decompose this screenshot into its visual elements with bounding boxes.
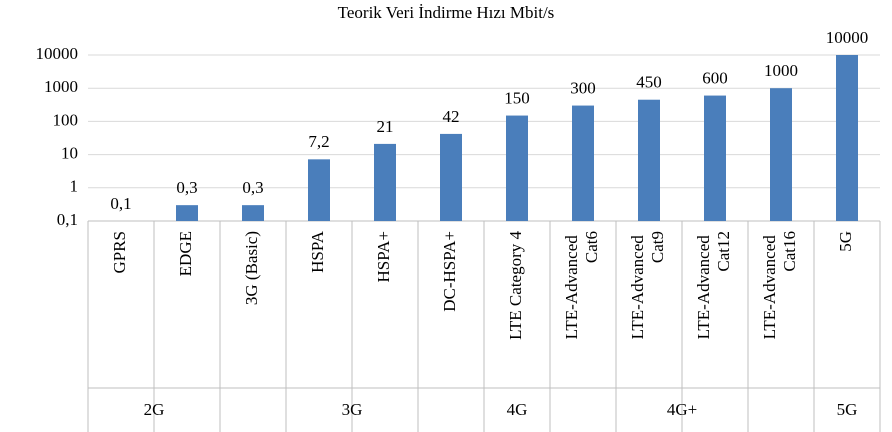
x-tick-label: HSPA+: [374, 231, 393, 283]
y-tick-label: 1: [70, 177, 79, 196]
x-tick-label: LTE-Advanced Cat16: [760, 231, 799, 339]
data-label: 42: [443, 107, 460, 126]
group-label: 2G: [144, 400, 165, 419]
y-tick-label: 10000: [36, 44, 79, 63]
data-label: 1000: [764, 61, 798, 80]
x-tick-label: EDGE: [176, 231, 195, 276]
bar: [572, 105, 594, 221]
y-tick-label: 10: [61, 144, 78, 163]
data-label: 7,2: [308, 132, 329, 151]
x-tick-label: LTE Category 4: [506, 231, 525, 340]
bar: [836, 55, 858, 221]
x-tick-label-line: LTE-Advanced: [628, 231, 647, 339]
data-label: 300: [570, 78, 596, 97]
bar: [638, 99, 660, 221]
y-tick-label: 1000: [44, 77, 78, 96]
x-tick-label: HSPA: [308, 230, 327, 273]
group-label: 3G: [342, 400, 363, 419]
data-label: 10000: [826, 28, 869, 47]
x-tick-label-line: LTE-Advanced: [694, 231, 713, 339]
group-label: 5G: [837, 400, 858, 419]
group-label: 4G+: [667, 400, 697, 419]
x-tick-label-line: Cat16: [780, 231, 799, 272]
bar: [770, 88, 792, 221]
bar: [506, 115, 528, 221]
x-tick-label-line: Cat9: [648, 231, 667, 263]
bar: [440, 133, 462, 221]
data-label: 150: [504, 88, 530, 107]
x-tick-label: 5G: [836, 231, 855, 252]
data-label: 0,3: [176, 178, 197, 197]
chart-title: Teorik Veri İndirme Hızı Mbit/s: [338, 3, 555, 22]
y-tick-label: 100: [53, 110, 79, 129]
data-label: 0,1: [110, 194, 131, 213]
data-label: 600: [702, 68, 728, 87]
x-tick-label-line: LTE-Advanced: [562, 231, 581, 339]
bar: [308, 159, 330, 221]
x-tick-label: GPRS: [110, 231, 129, 274]
x-tick-label: 3G (Basic): [242, 231, 261, 305]
x-tick-label: LTE-Advanced Cat9: [628, 231, 667, 339]
x-tick-label: DC-HSPA+: [440, 231, 459, 312]
x-tick-label-line: Cat6: [582, 231, 601, 263]
group-label: 4G: [507, 400, 528, 419]
x-tick-label: LTE-Advanced Cat12: [694, 231, 733, 339]
y-tick-label: 0,1: [57, 210, 78, 229]
bar: [242, 205, 264, 221]
bar: [704, 95, 726, 221]
data-label: 21: [377, 117, 394, 136]
x-tick-label-line: Cat12: [714, 231, 733, 272]
bar: [374, 143, 396, 221]
data-label: 450: [636, 73, 662, 92]
x-tick-label-line: LTE-Advanced: [760, 231, 779, 339]
x-tick-label: LTE-Advanced Cat6: [562, 231, 601, 339]
data-label: 0,3: [242, 178, 263, 197]
bar: [176, 205, 198, 221]
